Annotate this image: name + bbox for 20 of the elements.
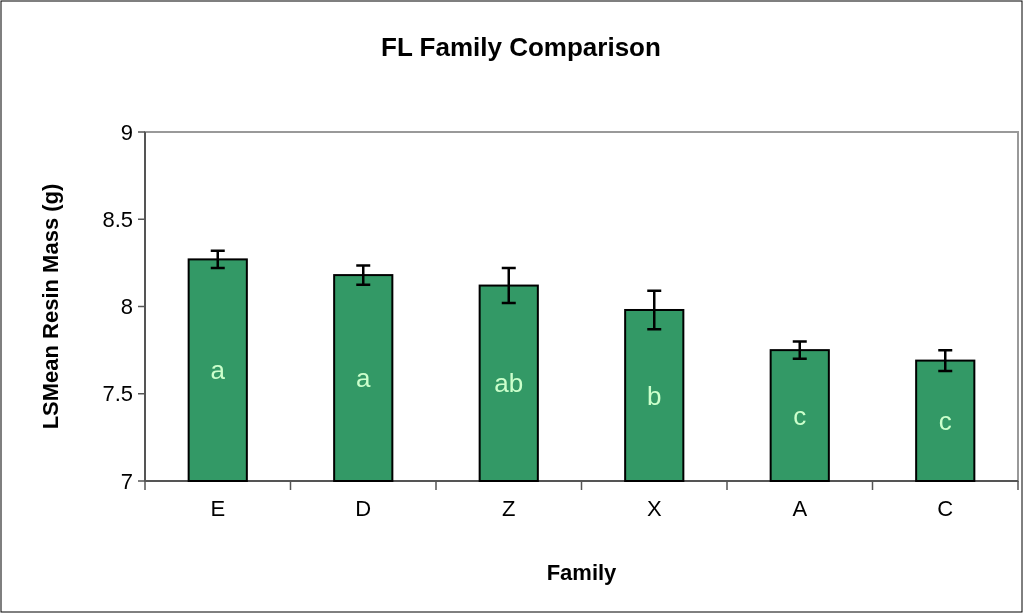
x-axis-title: Family: [546, 560, 618, 585]
x-tick-label: E: [210, 496, 226, 521]
annotation: a: [356, 363, 372, 394]
chart-title: FL Family Comparison: [381, 32, 661, 62]
x-tick-label: C: [937, 496, 954, 521]
annotation: c: [938, 405, 952, 436]
x-tick-label: D: [355, 496, 372, 521]
x-tick-label: A: [792, 496, 808, 521]
annotation: a: [210, 355, 226, 386]
annotation: b: [647, 380, 662, 411]
x-tick-label: Z: [502, 496, 516, 521]
y-tick-label: 7: [120, 468, 133, 494]
y-tick-label: 8.5: [102, 206, 133, 232]
y-tick-label: 7.5: [102, 381, 133, 407]
y-tick-label: 9: [120, 119, 133, 145]
annotation: ab: [494, 368, 524, 399]
annotation: c: [793, 400, 807, 431]
y-tick-label: 8: [120, 294, 133, 320]
y-axis-title: LSMean Resin Mass (g): [38, 183, 63, 430]
x-tick-label: X: [646, 496, 662, 521]
